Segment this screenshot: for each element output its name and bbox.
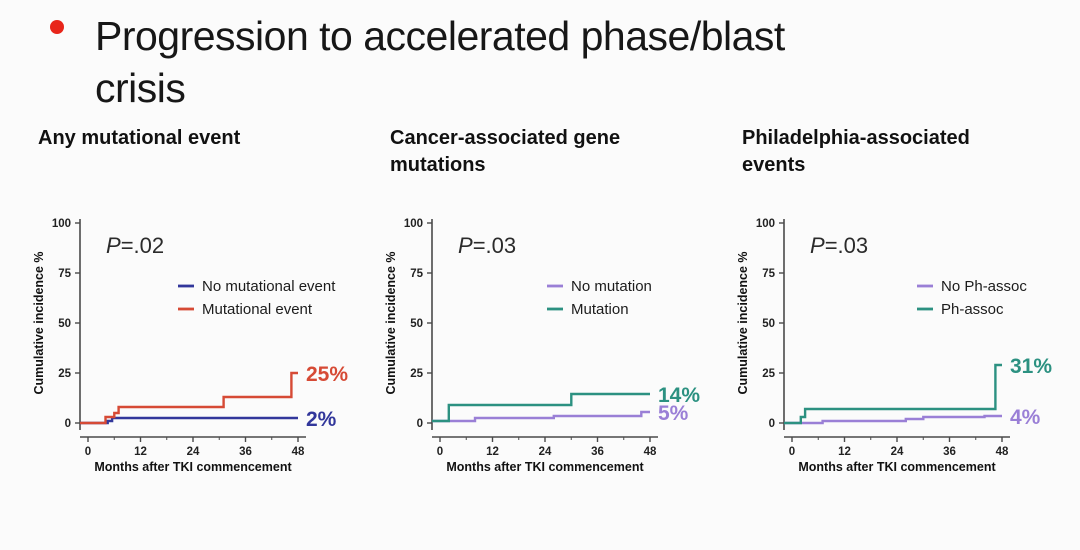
x-tick-label: 36 [239, 446, 252, 458]
legend-label: No mutational event [202, 278, 336, 295]
p-value-label: P=.03 [458, 233, 516, 258]
y-tick-label: 100 [756, 218, 775, 230]
series-line [432, 392, 650, 423]
y-tick-label: 75 [58, 268, 71, 280]
x-tick-label: 12 [134, 446, 147, 458]
series-end-label: 25% [306, 363, 348, 386]
x-tick-label: 36 [591, 446, 604, 458]
chart-canvas-any-mutational-event: 0 25 50 75 100 0 12 24 36 48 Cumulative incidence … [32, 218, 348, 474]
series-end-label: 2% [306, 408, 337, 431]
x-tick-label: 24 [891, 446, 904, 458]
y-axis-title: Cumulative incidence % [384, 251, 398, 394]
y-tick-label: 75 [410, 268, 423, 280]
series-end-label: 5% [658, 402, 689, 425]
x-tick-label: 0 [85, 446, 91, 458]
chart-block-cancer-gene-mutations: Cancer-associated gene mutations 0 25 50 75… [382, 121, 722, 477]
x-tick-label: 48 [644, 446, 657, 458]
x-axis-title: Months after TKI commencement [94, 460, 292, 474]
page-title-line2: crisis [95, 65, 186, 112]
page-title: Progression to accelerated phase/blast c… [95, 10, 1080, 115]
chart-canvas-cancer-gene-mutations: 0 25 50 75 100 0 12 24 36 48 Cumulative incidence … [384, 218, 700, 474]
series-line [784, 363, 1002, 425]
y-tick-label: 50 [410, 318, 423, 330]
axes [779, 218, 1010, 442]
bullet-icon [50, 20, 64, 34]
y-tick-label: 100 [404, 218, 423, 230]
series-line [784, 414, 1002, 425]
y-tick-label: 75 [762, 268, 775, 280]
x-tick-label: 36 [943, 446, 956, 458]
y-tick-label: 25 [410, 368, 423, 380]
series-end-label: 14% [658, 384, 700, 407]
axes [427, 218, 658, 442]
x-tick-label: 48 [996, 446, 1009, 458]
y-tick-label: 100 [52, 218, 71, 230]
x-tick-label: 12 [838, 446, 851, 458]
y-tick-label: 25 [762, 368, 775, 380]
x-tick-label: 24 [539, 446, 552, 458]
y-tick-label: 0 [769, 418, 775, 430]
y-tick-label: 50 [58, 318, 71, 330]
y-tick-label: 25 [58, 368, 71, 380]
charts-row: Any mutational event 0 25 50 75 100 0 12 24 36 48… [0, 121, 1080, 477]
y-tick-label: 0 [417, 418, 423, 430]
chart-block-philadelphia-events: Philadelphia-associated events 0 25 50 75 10… [734, 121, 1074, 477]
chart-title-any-mutational-event: Any mutational event [38, 126, 241, 149]
y-axis-title: Cumulative incidence % [32, 251, 46, 394]
x-tick-label: 12 [486, 446, 499, 458]
y-tick-label: 0 [65, 418, 71, 430]
x-axis-title: Months after TKI commencement [798, 460, 996, 474]
y-tick-label: 50 [762, 318, 775, 330]
legend-label: Mutational event [202, 301, 313, 318]
series-end-label: 4% [1010, 406, 1041, 429]
slide-header: Progression to accelerated phase/blast c… [0, 0, 1080, 115]
page-title-line1: Progression to accelerated phase/blast [95, 13, 785, 59]
x-tick-label: 0 [789, 446, 795, 458]
series-end-label: 31% [1010, 355, 1052, 378]
axes [75, 218, 306, 442]
chart-canvas-philadelphia-events: 0 25 50 75 100 0 12 24 36 48 Cumulative incidence … [736, 218, 1052, 474]
series-line [432, 410, 650, 423]
y-axis-title: Cumulative incidence % [736, 251, 750, 394]
legend-label: Ph-assoc [941, 301, 1004, 318]
chart-title-cancer-gene-mutations: Cancer-associated gene mutations [390, 126, 621, 176]
p-value-label: P=.02 [106, 233, 164, 258]
series-line [80, 416, 298, 425]
x-tick-label: 24 [187, 446, 200, 458]
chart-block-any-mutational-event: Any mutational event 0 25 50 75 100 0 12 24 36 48… [30, 121, 370, 477]
chart-title-philadelphia-events: Philadelphia-associated events [742, 126, 970, 176]
x-tick-label: 0 [437, 446, 443, 458]
legend-label: No Ph-assoc [941, 278, 1027, 295]
legend-label: No mutation [571, 278, 652, 295]
x-axis-title: Months after TKI commencement [446, 460, 644, 474]
series-line [80, 371, 298, 425]
p-value-label: P=.03 [810, 233, 868, 258]
legend-label: Mutation [571, 301, 629, 318]
x-tick-label: 48 [292, 446, 305, 458]
